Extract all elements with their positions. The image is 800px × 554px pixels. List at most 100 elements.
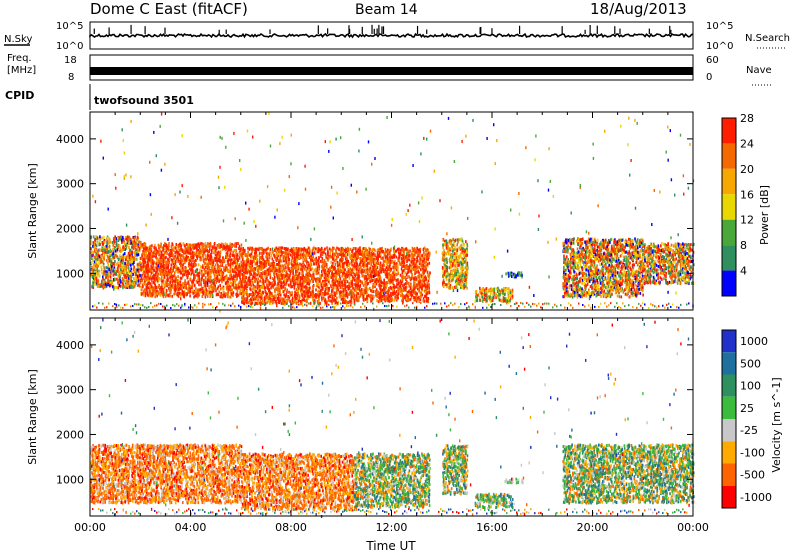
scatter-cell (262, 286, 264, 289)
scatter-cell (141, 257, 143, 260)
scatter-cell (127, 265, 129, 269)
scatter-cell (176, 289, 179, 293)
scatter-cell (312, 259, 315, 263)
scatter-cell (265, 264, 267, 267)
scatter-cell (186, 249, 188, 253)
scatter-cell (160, 269, 163, 273)
scatter-cell (327, 287, 330, 291)
scatter-cell (210, 287, 212, 291)
scatter-cell (245, 254, 247, 257)
scatter-cell (132, 272, 134, 276)
scatter-cell (156, 258, 159, 262)
scatter-cell (134, 273, 137, 277)
scatter-cell (307, 271, 310, 275)
scatter-cell (221, 242, 223, 246)
scatter-cell (126, 271, 128, 275)
scatter-cell (255, 290, 257, 293)
scatter-cell (281, 274, 283, 278)
scatter-cell (287, 267, 289, 271)
scatter-cell (170, 263, 173, 267)
scatter-cell (268, 256, 271, 260)
scatter-cell (192, 262, 195, 266)
scatter-cell (169, 273, 172, 277)
scatter-cell (219, 245, 221, 249)
scatter-cell (231, 277, 234, 281)
scatter-cell (268, 294, 270, 298)
scatter-cell (123, 255, 126, 259)
scatter-cell (188, 291, 190, 295)
scatter-cell (163, 252, 166, 256)
scatter-cell (210, 275, 212, 279)
scatter-cell (230, 292, 233, 296)
scatter-cell (237, 242, 239, 245)
scatter-cell (109, 248, 112, 252)
scatter-cell (236, 289, 239, 293)
scatter-cell (251, 255, 253, 259)
scatter-cell (316, 268, 319, 272)
scatter-cell (130, 241, 133, 245)
scatter-cell (172, 262, 175, 266)
scatter-cell (204, 269, 206, 273)
scatter-cell (138, 265, 141, 269)
scatter-cell (112, 285, 114, 289)
scatter-cell (317, 262, 320, 266)
scatter-cell (283, 247, 286, 250)
scatter-cell (174, 277, 177, 281)
scatter-cell (305, 288, 307, 292)
scatter-cell (303, 285, 306, 289)
scatter-cell (218, 290, 221, 294)
scatter-cell (207, 254, 210, 258)
scatter-cell (200, 257, 203, 261)
scatter-cell (151, 261, 154, 265)
scatter-cell (142, 265, 145, 269)
scatter-cell (278, 273, 280, 277)
scatter-cell (236, 256, 238, 260)
scatter-cell (127, 254, 129, 258)
scatter-cell (276, 256, 279, 260)
scatter-cell (104, 250, 107, 254)
nsearch-tick-top: 10^5 (706, 21, 733, 32)
scatter-cell (117, 279, 119, 283)
scatter-cell (258, 284, 261, 288)
scatter-cell (158, 257, 161, 261)
scatter-cell (121, 265, 123, 269)
scatter-cell (170, 284, 173, 288)
scatter-cell (123, 285, 126, 289)
scatter-cell (263, 286, 266, 290)
scatter-cell (151, 291, 153, 295)
scatter-cell (346, 291, 348, 295)
scatter-cell (348, 275, 351, 279)
scatter-cell (146, 268, 149, 272)
scatter-cell (121, 255, 123, 259)
scatter-cell (209, 241, 212, 245)
scatter-cell (246, 290, 248, 293)
scatter-cell (195, 294, 197, 298)
scatter-cell (140, 262, 143, 266)
scatter-cell (124, 270, 127, 274)
scatter-cell (174, 251, 177, 255)
scatter-cell (196, 268, 199, 272)
scatter-cell (202, 248, 205, 252)
scatter-cell (229, 266, 232, 270)
scatter-cell (90, 242, 92, 245)
scatter-cell (212, 286, 214, 290)
scatter-cell (197, 292, 199, 296)
scatter-cell (99, 235, 101, 239)
scatter-cell (291, 285, 293, 289)
scatter-cell (249, 259, 252, 263)
scatter-cell (170, 279, 172, 283)
scatter-cell (246, 271, 248, 275)
scatter-cell (113, 269, 116, 273)
scatter-cell (126, 280, 129, 284)
scatter-cell (324, 293, 326, 296)
scatter-cell (185, 256, 187, 260)
scatter-cell (301, 284, 304, 288)
scatter-cell (107, 250, 109, 253)
scatter-cell (308, 246, 310, 250)
scatter-cell (257, 295, 260, 298)
scatter-cell (136, 248, 138, 252)
scatter-cell (373, 278, 376, 282)
scatter-cell (133, 261, 135, 264)
scatter-cell (295, 260, 298, 264)
scatter-cell (338, 267, 341, 271)
